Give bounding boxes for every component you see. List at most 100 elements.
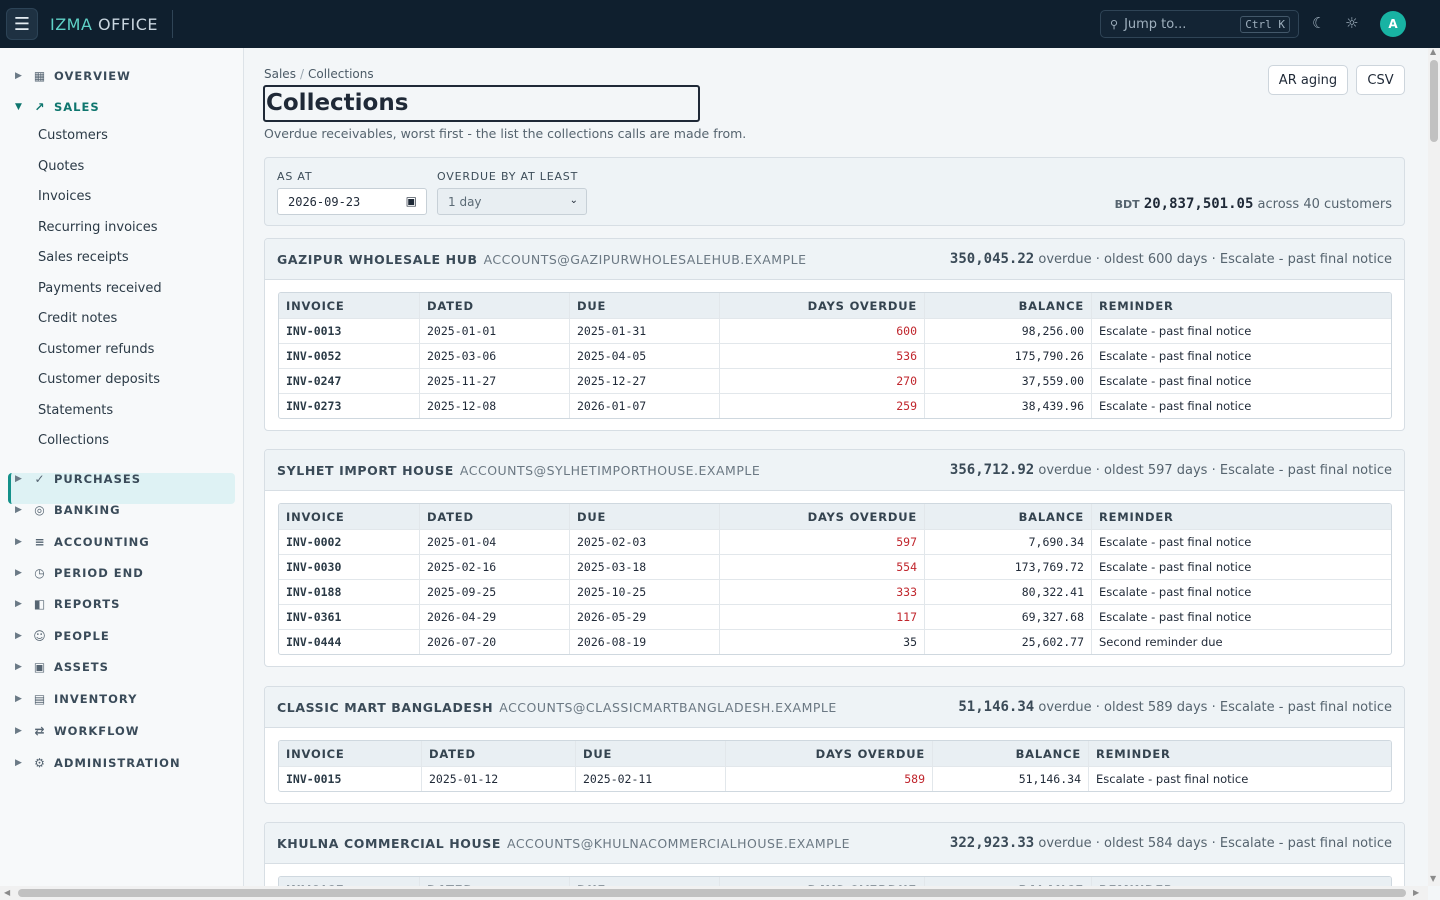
sidebar-item-statements[interactable]: Statements (38, 403, 114, 418)
scroll-down-arrow[interactable]: ▼ (1430, 874, 1437, 883)
cell-invoice[interactable]: INV-0247 (286, 374, 342, 388)
sidebar-section-reports[interactable]: ▶ ◧ REPORTS (0, 594, 244, 614)
sidebar-section-sales[interactable]: ▼ ↗ SALES (0, 97, 244, 117)
chevron-right-icon: ▶ (15, 631, 23, 641)
column-header-due[interactable]: DUE (569, 504, 719, 529)
cell-invoice[interactable]: INV-0361 (286, 610, 342, 624)
sidebar-section-administration[interactable]: ▶ ⚙ ADMINISTRATION (0, 753, 244, 773)
cell-invoice[interactable]: INV-0444 (286, 635, 342, 649)
column-header-days-overdue[interactable]: DAYS OVERDUE (725, 741, 932, 766)
table-row[interactable]: INV-0015 2025-01-12 2025-02-11 589 51,146.34… (279, 766, 1391, 791)
cell-invoice[interactable]: INV-0002 (286, 535, 342, 549)
sidebar-item-quotes[interactable]: Quotes (38, 159, 85, 174)
menu-icon[interactable]: ☰ (6, 8, 38, 40)
cell-invoice[interactable]: INV-0188 (286, 585, 342, 599)
sidebar-section-overview[interactable]: ▶ ▦ OVERVIEW (0, 66, 244, 86)
inventory-icon: ▤ (33, 692, 47, 706)
customer-card: CLASSIC MART BANGLADESH ACCOUNTS@CLASSICM… (264, 686, 1405, 804)
sidebar-section-accounting[interactable]: ▶ ≡ ACCOUNTING (0, 532, 244, 552)
customer-name[interactable]: SYLHET IMPORT HOUSE ACCOUNTS@SYLHETIMPORT… (277, 463, 760, 478)
sidebar-section-assets[interactable]: ▶ ▣ ASSETS (0, 657, 244, 677)
sidebar-section-people[interactable]: ▶ ☺ PEOPLE (0, 626, 244, 646)
sidebar-item-sales-receipts[interactable]: Sales receipts (38, 250, 129, 265)
cell-reminder: Escalate - past final notice (1088, 767, 1391, 791)
sidebar-item-payments-received[interactable]: Payments received (38, 281, 162, 296)
cell-reminder: Escalate - past final notice (1091, 530, 1391, 554)
cell-invoice[interactable]: INV-0013 (286, 324, 342, 338)
table-row[interactable]: INV-0188 2025-09-25 2025-10-25 333 80,322.41… (279, 579, 1391, 604)
cell-days: 270 (719, 369, 924, 393)
column-header-dated[interactable]: DATED (419, 293, 569, 318)
sidebar-item-recurring-invoices[interactable]: Recurring invoices (38, 220, 158, 235)
sidebar-item-customer-deposits[interactable]: Customer deposits (38, 372, 160, 387)
table-row[interactable]: INV-0444 2026-07-20 2026-08-19 35 25,602.77 S… (279, 629, 1391, 654)
overdue-select[interactable]: 1 day ⌄ (437, 188, 587, 215)
table-row[interactable]: INV-0013 2025-01-01 2025-01-31 600 98,256.00… (279, 318, 1391, 343)
light-mode-icon[interactable]: ☼ (1345, 14, 1359, 32)
column-header-reminder[interactable]: REMINDER (1088, 741, 1391, 766)
customer-email[interactable]: ACCOUNTS@KHULNACOMMERCIALHOUSE.EXAMPLE (507, 836, 851, 851)
cell-invoice[interactable]: INV-0052 (286, 349, 342, 363)
sidebar-item-collections[interactable]: Collections (38, 433, 110, 448)
cell-due: 2025-02-11 (575, 767, 725, 791)
table-row[interactable]: INV-0002 2025-01-04 2025-02-03 597 7,690.34 E… (279, 529, 1391, 554)
jump-to-search[interactable]: ⚲ Jump to... Ctrl K (1100, 10, 1299, 38)
sidebar-section-purchases[interactable]: ▶ ✓ PURCHASES (0, 469, 244, 489)
sidebar-item-customer-refunds[interactable]: Customer refunds (38, 342, 155, 357)
column-header-invoice[interactable]: INVOICE (286, 747, 345, 761)
horizontal-scrollbar[interactable]: ◀ ▶ (0, 886, 1428, 900)
table-row[interactable]: INV-0052 2025-03-06 2025-04-05 536 175,790.2… (279, 343, 1391, 368)
calendar-icon[interactable]: ▣ (405, 194, 417, 208)
column-header-dated[interactable]: DATED (419, 504, 569, 529)
column-header-balance[interactable]: BALANCE (924, 504, 1091, 529)
column-header-reminder[interactable]: REMINDER (1091, 293, 1391, 318)
table-row[interactable]: INV-0273 2025-12-08 2026-01-07 259 38,439.96… (279, 393, 1391, 418)
table-row[interactable]: INV-0247 2025-11-27 2025-12-27 270 37,559.00… (279, 368, 1391, 393)
table-row[interactable]: INV-0030 2025-02-16 2025-03-18 554 173,769.7… (279, 554, 1391, 579)
horizontal-scroll-thumb[interactable] (18, 889, 1406, 897)
sidebar-section-inventory[interactable]: ▶ ▤ INVENTORY (0, 689, 244, 709)
cell-invoice[interactable]: INV-0273 (286, 399, 342, 413)
column-header-days-overdue[interactable]: DAYS OVERDUE (719, 504, 924, 529)
cell-invoice[interactable]: INV-0015 (286, 772, 342, 786)
scroll-up-arrow[interactable]: ▲ (1430, 47, 1437, 56)
breadcrumb-sales[interactable]: Sales (264, 67, 296, 81)
csv-button[interactable]: CSV (1356, 65, 1405, 95)
column-header-reminder[interactable]: REMINDER (1091, 504, 1391, 529)
sidebar-item-customers[interactable]: Customers (38, 128, 108, 143)
table-row[interactable]: INV-0361 2026-04-29 2026-05-29 117 69,327.68… (279, 604, 1391, 629)
sidebar-section-period-end[interactable]: ▶ ◷ PERIOD END (0, 563, 244, 583)
column-header-balance[interactable]: BALANCE (924, 293, 1091, 318)
sidebar-item-invoices[interactable]: Invoices (38, 189, 92, 204)
cell-balance: 98,256.00 (924, 319, 1091, 343)
scroll-left-arrow[interactable]: ◀ (4, 888, 11, 897)
customer-email[interactable]: ACCOUNTS@GAZIPURWHOLESALEHUB.EXAMPLE (483, 252, 807, 267)
brand-logo[interactable]: IZMA OFFICE (50, 15, 158, 34)
sidebar-section-workflow[interactable]: ▶ ⇄ WORKFLOW (0, 721, 244, 741)
customer-email[interactable]: ACCOUNTS@SYLHETIMPORTHOUSE.EXAMPLE (459, 463, 761, 478)
customer-email[interactable]: ACCOUNTS@CLASSICMARTBANGLADESH.EXAMPLE (499, 700, 837, 715)
vertical-scroll-thumb[interactable] (1430, 60, 1438, 142)
as-at-date-input[interactable]: 2026-09-23 ▣ (277, 188, 427, 215)
customer-name[interactable]: CLASSIC MART BANGLADESH ACCOUNTS@CLASSICM… (277, 700, 837, 715)
dark-mode-icon[interactable]: ☾ (1312, 14, 1326, 32)
customer-name[interactable]: KHULNA COMMERCIAL HOUSE ACCOUNTS@KHULNACO… (277, 836, 850, 851)
column-header-dated[interactable]: DATED (421, 741, 575, 766)
customer-name[interactable]: GAZIPUR WHOLESALE HUB ACCOUNTS@GAZIPURWHO… (277, 252, 806, 267)
column-header-invoice[interactable]: INVOICE (286, 299, 345, 313)
column-header-days-overdue[interactable]: DAYS OVERDUE (719, 293, 924, 318)
sidebar-item-credit-notes[interactable]: Credit notes (38, 311, 118, 326)
sidebar-section-banking[interactable]: ▶ ◎ BANKING (0, 500, 244, 520)
vertical-scrollbar[interactable]: ▲ ▼ (1428, 47, 1440, 886)
avatar[interactable]: A (1380, 11, 1406, 37)
column-header-due[interactable]: DUE (575, 741, 725, 766)
check-icon: ✓ (34, 472, 46, 486)
scroll-right-arrow[interactable]: ▶ (1413, 888, 1420, 897)
column-header-invoice[interactable]: INVOICE (286, 510, 345, 524)
cell-invoice[interactable]: INV-0030 (286, 560, 342, 574)
column-header-balance[interactable]: BALANCE (932, 741, 1088, 766)
column-header-due[interactable]: DUE (569, 293, 719, 318)
ar-aging-button[interactable]: AR aging (1268, 65, 1348, 95)
